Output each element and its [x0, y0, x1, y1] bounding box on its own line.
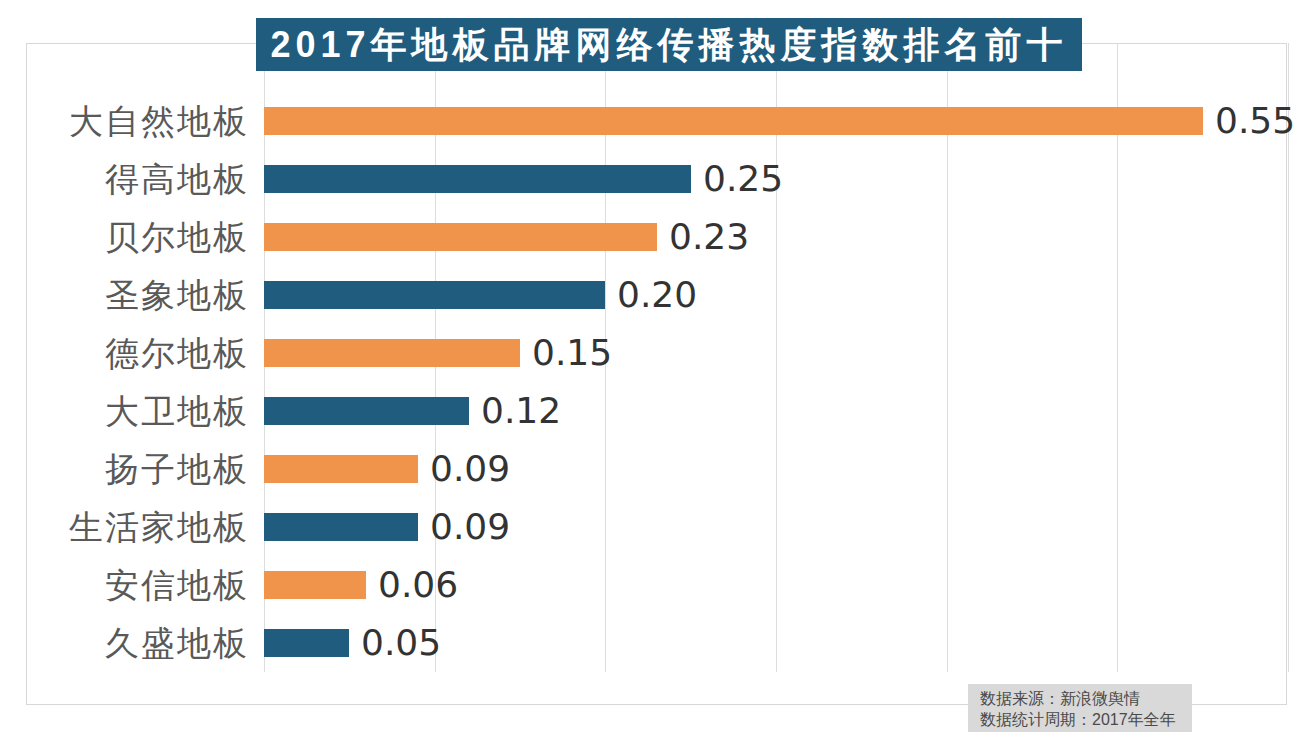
- value-label: 0.23: [669, 208, 749, 266]
- value-label: 0.25: [703, 150, 783, 208]
- bar: [264, 629, 349, 657]
- category-label: 德尔地板: [14, 324, 249, 382]
- bar: [264, 571, 366, 599]
- chart-title: 2017年地板品牌网络传播热度指数排名前十: [256, 18, 1082, 71]
- gridline: [1117, 43, 1118, 672]
- value-label: 0.12: [481, 382, 561, 440]
- category-label: 大自然地板: [14, 92, 249, 150]
- category-label: 扬子地板: [14, 440, 249, 498]
- bar: [264, 165, 691, 193]
- data-period-line: 数据统计周期：2017年全年: [980, 709, 1192, 730]
- value-label: 0.55: [1215, 92, 1295, 150]
- category-label: 得高地板: [14, 150, 249, 208]
- bar: [264, 513, 418, 541]
- category-label: 久盛地板: [14, 614, 249, 672]
- category-label: 大卫地板: [14, 382, 249, 440]
- value-label: 0.06: [378, 556, 458, 614]
- bar: [264, 339, 520, 367]
- category-label: 贝尔地板: [14, 208, 249, 266]
- category-label: 安信地板: [14, 556, 249, 614]
- bar: [264, 455, 418, 483]
- category-label: 生活家地板: [14, 498, 249, 556]
- bar: [264, 107, 1203, 135]
- bar: [264, 223, 657, 251]
- value-label: 0.09: [430, 498, 510, 556]
- bar: [264, 397, 469, 425]
- data-source-note: 数据来源：新浪微舆情 数据统计周期：2017年全年: [968, 684, 1192, 732]
- data-source-line: 数据来源：新浪微舆情: [980, 688, 1192, 709]
- category-label: 圣象地板: [14, 266, 249, 324]
- value-label: 0.05: [361, 614, 441, 672]
- value-label: 0.09: [430, 440, 510, 498]
- gridline: [776, 43, 777, 672]
- plot-area: 大自然地板 0.55 得高地板 0.25 贝尔地板 0.23 圣象地板 0.20 德尔地板 0.1…: [0, 0, 1314, 739]
- value-label: 0.15: [532, 324, 612, 382]
- gridline: [947, 43, 948, 672]
- bar: [264, 281, 605, 309]
- chart-container: 大自然地板 0.55 得高地板 0.25 贝尔地板 0.23 圣象地板 0.20 德尔地板 0.1…: [0, 0, 1314, 739]
- value-label: 0.20: [617, 266, 697, 324]
